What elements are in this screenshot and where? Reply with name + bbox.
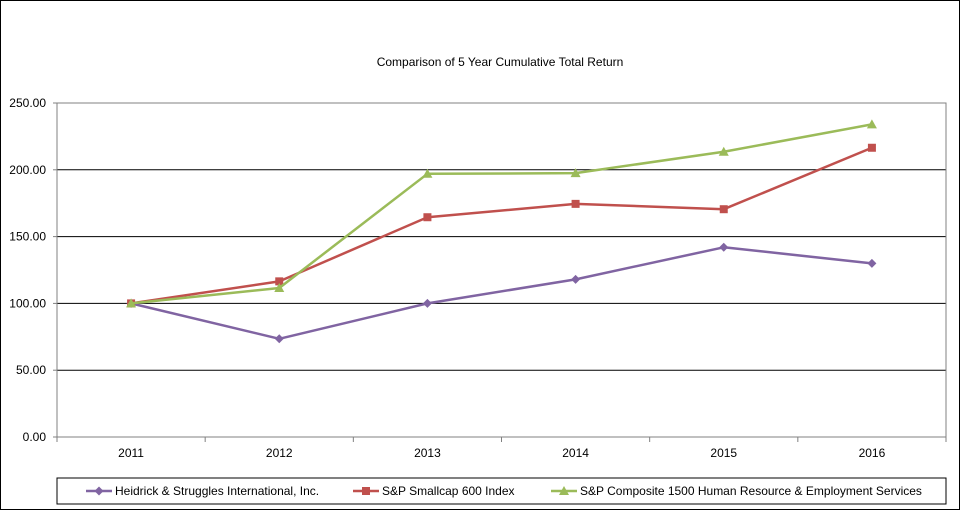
y-tick-label: 250.00 (9, 96, 46, 110)
data-point (126, 298, 137, 308)
series-line (130, 246, 873, 341)
data-point (866, 119, 877, 129)
data-point (570, 168, 581, 178)
legend-label: Heidrick & Struggles International, Inc. (115, 484, 319, 498)
x-tick-label: 2016 (859, 446, 886, 460)
data-point (867, 258, 877, 268)
data-point (718, 146, 729, 156)
y-tick-label: 0.00 (23, 430, 47, 444)
legend: Heidrick & Struggles International, Inc.… (56, 477, 947, 505)
y-tick-label: 150.00 (9, 230, 46, 244)
data-point (274, 283, 285, 293)
y-tick-label: 50.00 (16, 363, 46, 377)
data-point (571, 274, 581, 284)
legend-label: S&P Smallcap 600 Index (382, 484, 515, 498)
x-tick-label: 2013 (414, 446, 441, 460)
legend-label: S&P Composite 1500 Human Resource & Empl… (580, 484, 922, 498)
data-point (422, 168, 433, 178)
legend-box (56, 477, 947, 505)
x-tick-label: 2012 (266, 446, 293, 460)
data-point (867, 143, 876, 152)
legend-marker (94, 486, 104, 496)
x-tick-label: 2011 (118, 446, 144, 460)
data-point (719, 205, 728, 214)
data-point (719, 242, 729, 252)
series-line (130, 123, 873, 305)
legend-marker (559, 486, 569, 495)
data-point (571, 199, 580, 208)
legend-item: S&P Composite 1500 Human Resource & Empl… (551, 484, 922, 498)
series-2 (126, 119, 877, 308)
y-tick-label: 100.00 (9, 296, 46, 310)
legend-marker (362, 487, 370, 495)
data-point (274, 334, 284, 344)
legend-item: Heidrick & Struggles International, Inc. (86, 484, 319, 498)
gridlines (57, 169, 946, 371)
data-point (423, 213, 432, 222)
data-point (422, 298, 432, 308)
series-group (126, 119, 877, 344)
x-axis: 2011 2012 2013 2014 2015 2016 (56, 437, 947, 460)
chart-title: Comparison of 5 Year Cumulative Total Re… (377, 55, 624, 69)
y-tick-label: 200.00 (9, 163, 46, 177)
data-point (275, 277, 284, 286)
plot-area-border (56, 102, 947, 438)
x-tick-label: 2015 (710, 446, 737, 460)
x-tick-label: 2014 (562, 446, 589, 460)
legend-item: S&P Smallcap 600 Index (353, 484, 515, 498)
series-line (130, 146, 873, 305)
y-axis: 0.00 50.00 100.00 150.00 200.00 250.00 (9, 96, 57, 444)
series-1 (127, 143, 876, 308)
